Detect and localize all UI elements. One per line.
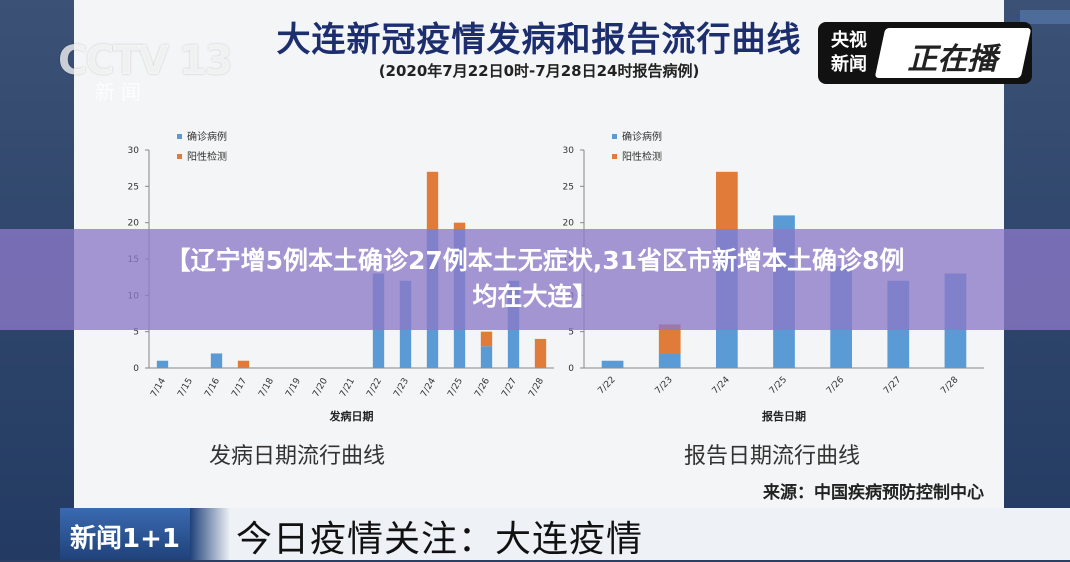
- program-logo: 新闻1+1: [60, 508, 190, 560]
- live-badge-channel: 央视 新闻: [831, 30, 867, 75]
- headline-line: 【辽宁增5例本土确诊27例本土无症状,31省区市新增本土确诊8例: [165, 246, 905, 275]
- bar-positive-7-24: [716, 171, 738, 230]
- x-tick-label: 7/28: [939, 375, 961, 397]
- x-axis-label: 报告日期: [762, 409, 806, 423]
- x-tick-label: 7/23: [392, 377, 411, 400]
- x-tick-label: 7/25: [446, 377, 465, 400]
- x-tick-label: 7/27: [882, 375, 903, 396]
- x-tick-label: 7/17: [230, 377, 249, 400]
- legend-label: 阳性检测: [622, 150, 662, 163]
- bar-positive-7-24: [426, 171, 439, 230]
- cctv-logo: CCTV 13: [58, 38, 233, 84]
- x-tick-label: 7/15: [176, 377, 195, 400]
- live-badge: 央视 新闻 正在播: [818, 22, 1032, 84]
- bar-positive-7-25: [453, 222, 466, 230]
- legend-label: 确诊病例: [622, 130, 662, 143]
- headline-line: 均在大连】: [472, 282, 598, 311]
- bar-confirmed-7-22: [601, 360, 624, 368]
- onset-chart-caption: 发病日期流行曲线: [209, 444, 386, 469]
- y-tick-label: 20: [128, 219, 140, 229]
- x-tick-label: 7/23: [653, 375, 674, 396]
- legend-label: 确诊病例: [187, 130, 227, 143]
- news-topic: 今日疫情关注：大连疫情: [236, 519, 644, 560]
- x-tick-label: 7/20: [311, 376, 330, 399]
- live-badge-status-box: 正在播: [874, 28, 1032, 78]
- x-tick-label: 7/24: [711, 375, 733, 397]
- source-note: 来源：中国疾病预防控制中心: [763, 483, 984, 503]
- y-tick-label: 5: [568, 328, 574, 338]
- y-tick-label: 30: [563, 146, 575, 156]
- y-tick-label: 25: [128, 182, 139, 192]
- bar-confirmed-7-26: [480, 346, 493, 368]
- x-tick-label: 7/27: [500, 377, 519, 400]
- x-tick-label: 7/28: [527, 376, 546, 399]
- legend-swatch: [177, 134, 182, 139]
- x-tick-label: 7/26: [825, 375, 847, 397]
- legend-swatch: [177, 154, 182, 159]
- page-subtitle: (2020年7月22日0时-7月28日24时报告病例): [378, 62, 700, 80]
- headline-banner: 【辽宁增5例本土确诊27例本土无症状,31省区市新增本土确诊8例 均在大连】: [0, 229, 1070, 330]
- x-tick-label: 7/22: [596, 375, 617, 396]
- bar-positive-7-23: [658, 324, 681, 354]
- bar-confirmed-7-16: [210, 353, 223, 368]
- x-tick-label: 7/21: [338, 377, 357, 400]
- x-tick-label: 7/25: [768, 375, 789, 396]
- program-logo-text: 新闻1+1: [70, 524, 180, 554]
- y-tick-label: 0: [133, 364, 139, 374]
- legend-label: 阳性检测: [187, 150, 227, 163]
- x-tick-label: 7/18: [257, 376, 276, 399]
- y-tick-label: 30: [128, 146, 140, 156]
- x-axis-label: 发病日期: [329, 409, 374, 423]
- y-tick-label: 25: [563, 182, 574, 192]
- live-badge-status: 正在播: [907, 42, 998, 77]
- bar-positive-7-26: [480, 331, 493, 347]
- bar-positive-7-28: [534, 338, 547, 368]
- y-tick-label: 20: [563, 219, 575, 229]
- x-tick-label: 7/16: [203, 376, 222, 399]
- corner-tag: [1020, 10, 1070, 24]
- y-tick-label: 5: [133, 328, 139, 338]
- y-tick-label: 0: [568, 364, 574, 374]
- legend-swatch: [612, 154, 617, 159]
- x-tick-label: 7/14: [149, 376, 168, 399]
- x-tick-label: 7/19: [284, 376, 303, 399]
- bar-confirmed-7-14: [156, 360, 169, 368]
- x-tick-label: 7/26: [473, 376, 492, 399]
- headline-text: 【辽宁增5例本土确诊27例本土无症状,31省区市新增本土确诊8例 均在大连】: [0, 243, 1070, 315]
- x-tick-label: 7/24: [419, 376, 438, 399]
- program-logo-separator: [190, 508, 230, 560]
- legend-swatch: [612, 134, 617, 139]
- report-chart-caption: 报告日期流行曲线: [684, 444, 861, 469]
- page-title: 大连新冠疫情发病和报告流行曲线: [276, 20, 802, 60]
- x-tick-label: 7/22: [365, 377, 384, 400]
- bar-confirmed-7-23: [658, 353, 681, 368]
- bar-positive-7-17: [237, 360, 250, 368]
- cctv-logo-sub: 新闻: [95, 80, 147, 104]
